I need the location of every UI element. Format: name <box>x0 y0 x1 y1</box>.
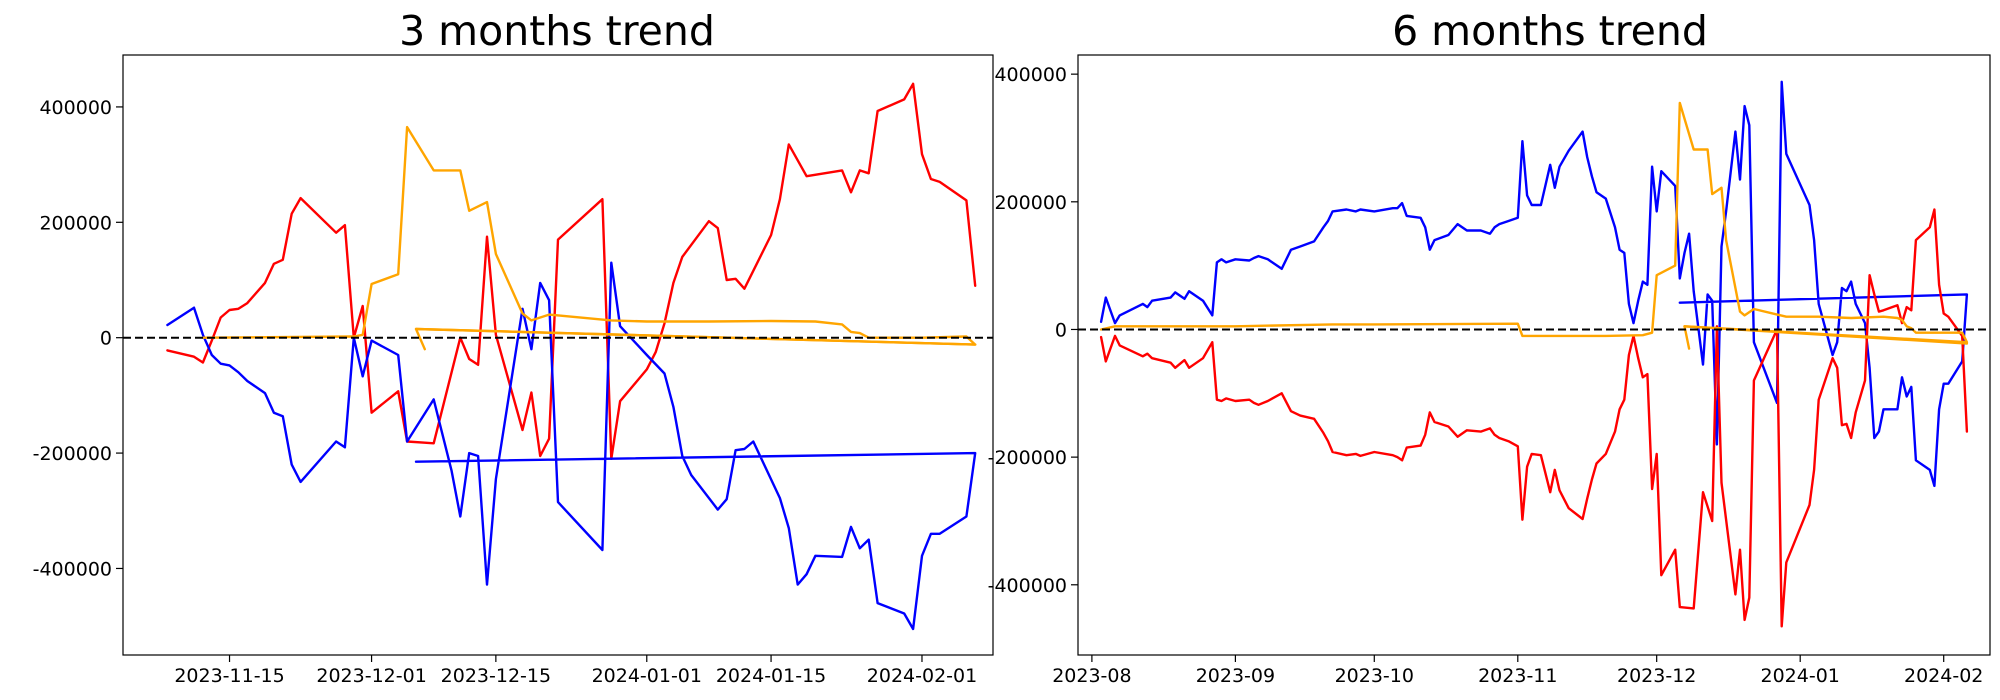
series-line <box>166 261 977 631</box>
y-tick-label: 0 <box>100 328 112 350</box>
series-line <box>1099 101 1969 350</box>
x-tick-label: 2023-12-15 <box>441 665 551 687</box>
x-tick-label: 2024-01 <box>1760 665 1839 687</box>
y-tick-label: -400000 <box>33 558 112 580</box>
series-line <box>1099 80 1969 488</box>
plot-area: 400000 200000 0 -200000 -400000 2023-11-15 202… <box>33 82 993 687</box>
x-tick-label: 2023-09 <box>1196 665 1275 687</box>
x-tick-label: 2023-11 <box>1478 665 1557 687</box>
x-tick-label: 2023-08 <box>1052 665 1131 687</box>
x-tick-label: 2023-10 <box>1335 665 1414 687</box>
x-tick-label: 2024-01-15 <box>716 665 826 687</box>
y-tick-label: 0 <box>1055 319 1067 341</box>
chart-6-months: 6 months trend 400000 200000 0 -200000 -4000… <box>988 7 1991 687</box>
x-tick-label: 2024-02-01 <box>867 665 977 687</box>
plot-frame <box>1077 54 1991 656</box>
x-tick-label: 2024-02 <box>1904 665 1983 687</box>
series-line <box>1099 208 1969 628</box>
y-tick-label: -400000 <box>988 575 1067 597</box>
chart-3-months: 3 months trend 400000 200000 0 -200000 -4000… <box>33 7 994 687</box>
chart-title: 6 months trend <box>1392 7 1708 55</box>
plot-area: 400000 200000 0 -200000 -400000 2023-08 2023-0… <box>988 64 1990 687</box>
y-tick-label: 200000 <box>39 212 112 234</box>
chart-title: 3 months trend <box>399 7 715 55</box>
x-tick-label: 2023-12-01 <box>316 665 426 687</box>
x-tick-label: 2024-01-01 <box>592 665 702 687</box>
y-tick-label: 200000 <box>994 192 1067 214</box>
y-tick-label: -200000 <box>33 443 112 465</box>
y-tick-label: 400000 <box>39 97 112 119</box>
x-tick-label: 2023-11-15 <box>174 665 284 687</box>
y-tick-label: -200000 <box>988 447 1067 469</box>
plot-frame <box>122 54 994 656</box>
series-line <box>201 125 977 351</box>
series-line <box>166 82 977 460</box>
y-tick-label: 400000 <box>994 64 1067 86</box>
x-tick-label: 2023-12 <box>1617 665 1696 687</box>
series-line <box>414 327 977 346</box>
